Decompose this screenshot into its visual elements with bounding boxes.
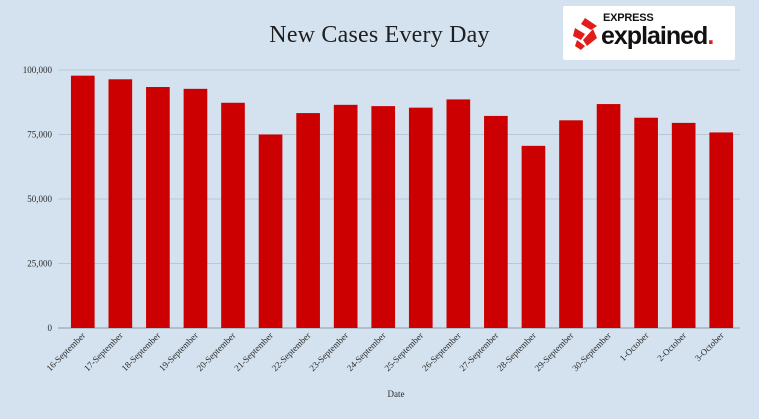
bar xyxy=(634,117,658,328)
bar xyxy=(333,104,358,328)
bar xyxy=(559,120,583,328)
x-tick-label: 18-September xyxy=(120,330,163,373)
bar xyxy=(108,79,133,329)
bar xyxy=(671,122,696,328)
x-axis-ticks: 16-September17-September18-September19-S… xyxy=(44,330,725,373)
x-tick-label: 2-October xyxy=(655,330,688,363)
bar xyxy=(596,104,621,328)
x-tick-label: 17-September xyxy=(82,330,125,373)
x-tick-label: 1-October xyxy=(618,330,651,363)
x-tick-label: 20-September xyxy=(195,330,238,373)
bar xyxy=(70,75,95,329)
x-tick-label: 25-September xyxy=(382,330,425,373)
bar xyxy=(709,132,734,328)
x-tick-label: 27-September xyxy=(458,330,501,373)
bar xyxy=(146,87,170,328)
logo-explained-text: explained. xyxy=(601,22,714,51)
express-flame-icon xyxy=(573,18,597,50)
x-tick-label: 3-October xyxy=(693,330,726,363)
x-tick-label: 24-September xyxy=(345,330,388,373)
y-tick-label: 50,000 xyxy=(27,194,52,204)
bars xyxy=(70,75,734,329)
y-tick-label: 25,000 xyxy=(27,259,52,269)
bar xyxy=(258,134,283,328)
y-axis-ticks: 0 25,000 50,000 75,000 100,000 xyxy=(23,65,53,333)
y-tick-label: 75,000 xyxy=(27,130,52,140)
logo-dot: . xyxy=(707,22,714,50)
bar xyxy=(521,145,546,328)
bar xyxy=(446,99,471,328)
bar xyxy=(221,102,245,329)
x-tick-label: 28-September xyxy=(495,330,538,373)
gridlines xyxy=(58,69,740,329)
y-tick-label: 100,000 xyxy=(23,65,53,75)
bar xyxy=(371,106,396,329)
x-axis-title: Date xyxy=(388,389,405,399)
logo-express-text: EXPRESS xyxy=(603,12,654,24)
bar xyxy=(408,107,433,328)
logo-explained-word: explained xyxy=(601,22,708,50)
bar xyxy=(484,115,508,328)
chart-title: New Cases Every Day xyxy=(269,22,490,48)
x-tick-label: 16-September xyxy=(44,330,87,373)
express-explained-logo: EXPRESS explained. xyxy=(563,6,735,60)
x-tick-label: 29-September xyxy=(533,330,576,373)
x-tick-label: 21-September xyxy=(232,330,275,373)
bar xyxy=(296,113,320,328)
bar xyxy=(183,88,208,328)
x-tick-label: 23-September xyxy=(307,330,350,373)
y-tick-label: 0 xyxy=(48,323,53,333)
x-tick-label: 30-September xyxy=(570,330,613,373)
x-tick-label: 22-September xyxy=(270,330,313,373)
x-tick-label: 19-September xyxy=(157,330,200,373)
x-tick-label: 26-September xyxy=(420,330,463,373)
